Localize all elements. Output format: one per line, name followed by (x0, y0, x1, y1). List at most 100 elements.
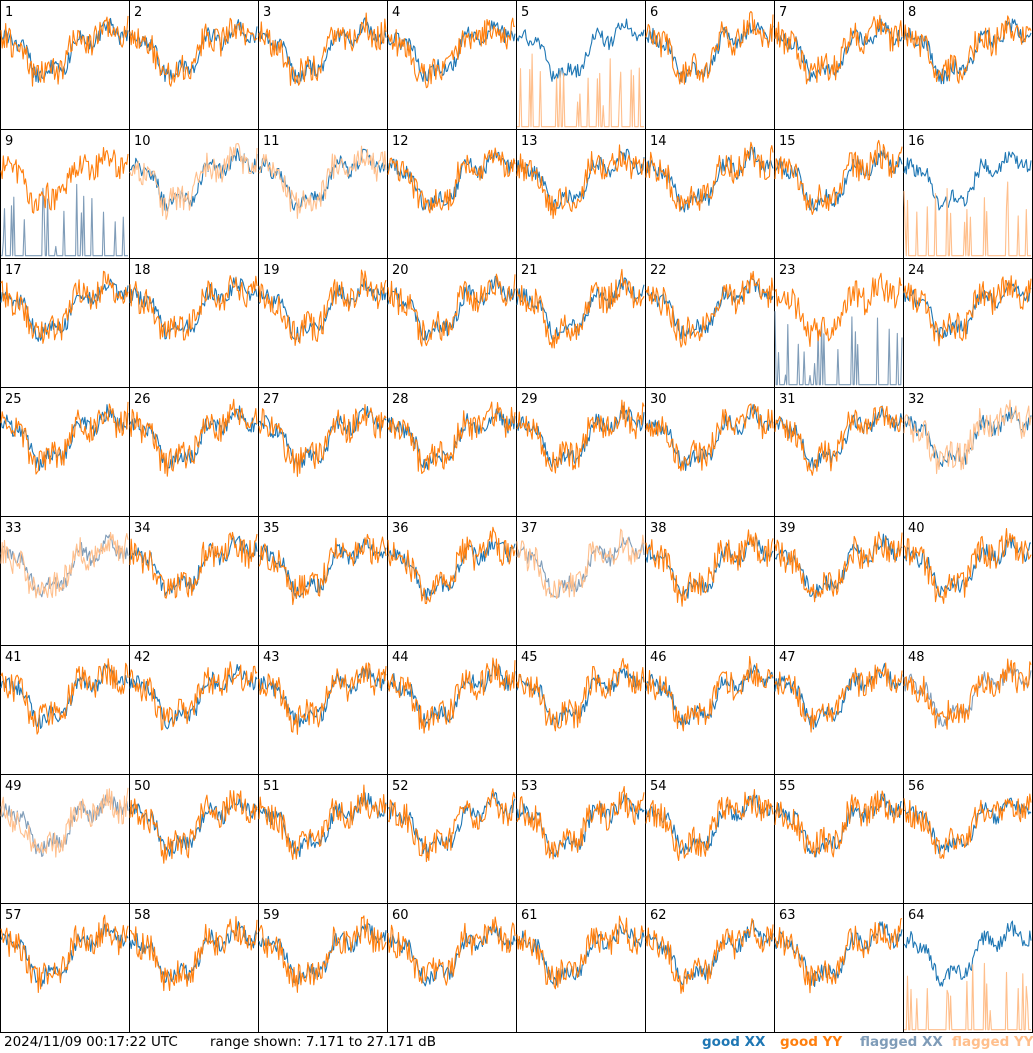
panel-label: 2 (134, 5, 142, 20)
panel-label: 8 (908, 5, 916, 20)
panel-frame (258, 387, 388, 517)
panel-26-yy-line (129, 398, 258, 477)
timestamp-label: 2024/11/09 00:17:22 UTC (4, 1034, 178, 1050)
panel-7-yy-line (774, 14, 903, 85)
panel-label: 60 (392, 908, 409, 923)
panel-3-xx-line (258, 17, 387, 84)
panel-label: 28 (392, 392, 409, 407)
panel-2-xx-line (129, 19, 258, 82)
panel-14-yy-line (645, 141, 774, 212)
panel-frame (258, 0, 388, 130)
panel-15-xx-line (774, 149, 903, 212)
panel-label: 44 (392, 650, 409, 665)
panel-25-yy-line (0, 401, 129, 475)
panel-label: 51 (263, 779, 280, 794)
panel-11-yy-line (258, 145, 387, 219)
legend-flagged-xx: flagged XX (860, 1034, 943, 1050)
panel-23-yy-line (774, 272, 903, 347)
panel-label: 48 (908, 650, 925, 665)
panel-4-yy-line (387, 17, 516, 89)
panel-36-yy-line (387, 526, 516, 605)
panel-50-yy-line (129, 789, 258, 864)
panel-frame (129, 0, 259, 130)
panel-8-yy-line (903, 15, 1032, 84)
panel-61-yy-line (516, 915, 645, 990)
panel-label: 19 (263, 263, 280, 278)
panel-5-xx-line (516, 18, 645, 82)
panel-label: 16 (908, 134, 925, 149)
panel-10-yy-line (129, 143, 258, 221)
panel-63-yy-line (774, 917, 903, 994)
panel-58-yy-line (129, 915, 258, 992)
panel-44-yy-line (387, 657, 516, 734)
panel-label: 52 (392, 779, 409, 794)
panel-label: 15 (779, 134, 796, 149)
panel-32-yy-line (903, 399, 1032, 475)
panel-27-yy-line (258, 403, 387, 477)
panel-9-yy-line (0, 146, 129, 214)
panel-label: 11 (263, 134, 280, 149)
panel-label: 30 (650, 392, 667, 407)
panel-5-yy-line (517, 53, 644, 128)
panel-label: 49 (5, 779, 22, 794)
panel-label: 5 (521, 5, 529, 20)
panel-label: 29 (521, 392, 538, 407)
panel-31-yy-line (774, 405, 903, 476)
panel-label: 62 (650, 908, 667, 923)
panel-label: 12 (392, 134, 409, 149)
panel-label: 63 (779, 908, 796, 923)
panel-3-yy-line (258, 12, 387, 86)
panel-24-yy-line (903, 275, 1032, 347)
panel-frame (516, 129, 646, 259)
panel-60-yy-line (387, 916, 516, 986)
panel-46-yy-line (645, 655, 774, 732)
panel-label: 58 (134, 908, 151, 923)
panel-label: 23 (779, 263, 796, 278)
legend-good-yy: good YY (780, 1034, 843, 1050)
range-shown-label: range shown: 7.171 to 27.171 dB (210, 1034, 436, 1050)
panel-label: 31 (779, 392, 796, 407)
panel-label: 56 (908, 779, 925, 794)
panel-33-yy-line (0, 531, 129, 599)
panel-frame (774, 645, 904, 775)
panel-label: 18 (134, 263, 151, 278)
panel-1-xx-line (0, 17, 129, 83)
panel-label: 34 (134, 521, 151, 536)
panel-64-xx-line (903, 920, 1032, 987)
panel-42-yy-line (129, 661, 258, 731)
panel-label: 36 (392, 521, 409, 536)
panel-31-xx-line (774, 405, 903, 470)
panel-43-yy-line (258, 662, 387, 735)
panel-label: 37 (521, 521, 538, 536)
panel-label: 24 (908, 263, 925, 278)
panel-59-yy-line (258, 915, 387, 993)
panel-61-xx-line (516, 924, 645, 986)
panel-47-yy-line (774, 662, 903, 733)
panel-13-yy-line (516, 144, 645, 220)
panel-30-yy-line (645, 403, 774, 472)
panel-label: 41 (5, 650, 22, 665)
panel-label: 21 (521, 263, 538, 278)
panel-label: 13 (521, 134, 538, 149)
panel-label: 3 (263, 5, 271, 20)
panel-22-yy-line (645, 270, 774, 348)
panel-48-yy-line (903, 658, 1032, 730)
panel-35-yy-line (258, 533, 387, 606)
legend-good-xx: good XX (702, 1034, 766, 1050)
panel-1-yy-line (0, 15, 129, 87)
panel-frame (387, 0, 517, 130)
panel-39-yy-line (774, 531, 903, 603)
panel-18-yy-line (129, 275, 258, 341)
panel-19-yy-line (258, 269, 387, 346)
panel-label: 33 (5, 521, 22, 536)
panel-2-yy-line (129, 17, 258, 87)
panel-28-xx-line (387, 408, 516, 470)
panel-label: 43 (263, 650, 280, 665)
panel-label: 55 (779, 779, 796, 794)
panel-53-xx-line (516, 793, 645, 858)
panel-frame (516, 903, 646, 1033)
panel-label: 57 (5, 908, 22, 923)
panel-23-xx-line (774, 311, 903, 386)
panel-label: 1 (5, 5, 13, 20)
